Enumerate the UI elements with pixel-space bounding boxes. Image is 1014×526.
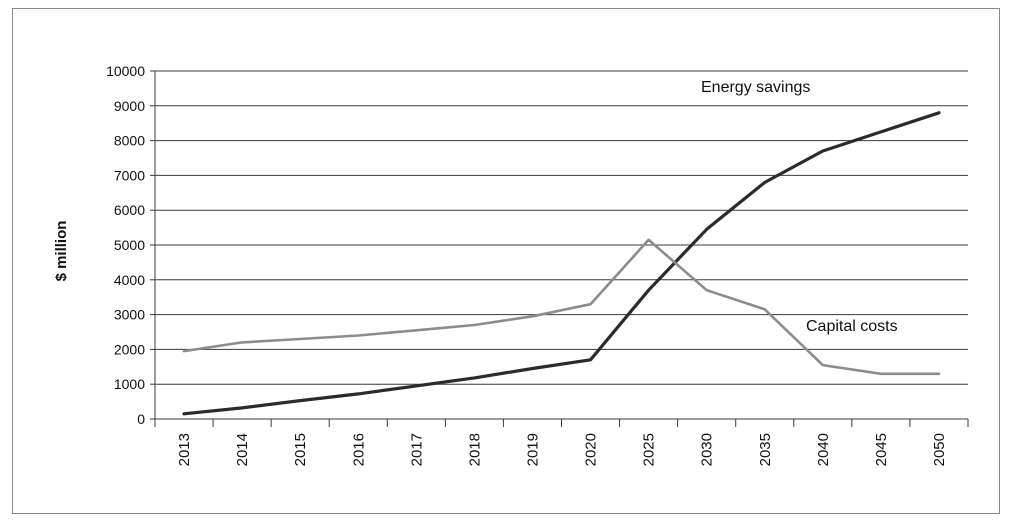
series-label-capital-costs: Capital costs xyxy=(806,318,898,335)
x-axis: 2013 2014 2015 2016 2017 2018 2019 2020 2025 2030… xyxy=(154,418,969,466)
x-tick-label: 2025 xyxy=(641,433,658,466)
y-axis-label: $ million xyxy=(53,221,70,282)
series-label-energy-savings: Energy savings xyxy=(701,79,810,96)
line-chart: 0 1000 2000 3000 4000 5000 6000 7000 8000 9000 100… xyxy=(53,63,969,466)
y-tick-label: 2000 xyxy=(114,341,145,357)
y-tick-label: 7000 xyxy=(114,167,145,183)
x-tick-label: 2020 xyxy=(583,433,600,466)
series-line-energy-savings xyxy=(182,111,941,416)
x-tick-label: 2016 xyxy=(350,433,367,466)
series-line-capital-costs xyxy=(182,238,941,376)
x-tick-label: 2014 xyxy=(234,433,251,466)
gridlines xyxy=(155,70,968,385)
y-tick-label: 5000 xyxy=(114,237,145,253)
y-axis: 0 1000 2000 3000 4000 5000 6000 7000 8000 9000 100… xyxy=(106,63,156,427)
y-tick-label: 6000 xyxy=(114,202,145,218)
x-tick-label: 2050 xyxy=(931,433,948,466)
chart-frame: 0 1000 2000 3000 4000 5000 6000 7000 8000 9000 100… xyxy=(12,8,1000,514)
y-tick-label: 1000 xyxy=(114,376,145,392)
y-tick-label: 8000 xyxy=(114,133,145,149)
x-tick-label: 2017 xyxy=(408,433,425,466)
x-tick-label: 2013 xyxy=(176,433,193,466)
y-tick-label: 3000 xyxy=(114,307,145,323)
y-tick-label: 0 xyxy=(137,411,145,427)
y-tick-label: 10000 xyxy=(106,63,145,79)
y-tick-label: 4000 xyxy=(114,272,145,288)
x-tick-label: 2019 xyxy=(524,433,541,466)
x-tick-label: 2018 xyxy=(466,433,483,466)
series-lines xyxy=(182,111,941,416)
x-tick-label: 2030 xyxy=(699,433,716,466)
x-tick-label: 2045 xyxy=(873,433,890,466)
y-tick-label: 9000 xyxy=(114,98,145,114)
x-tick-label: 2040 xyxy=(815,433,832,466)
x-tick-label: 2035 xyxy=(757,433,774,466)
x-tick-label: 2015 xyxy=(292,433,309,466)
